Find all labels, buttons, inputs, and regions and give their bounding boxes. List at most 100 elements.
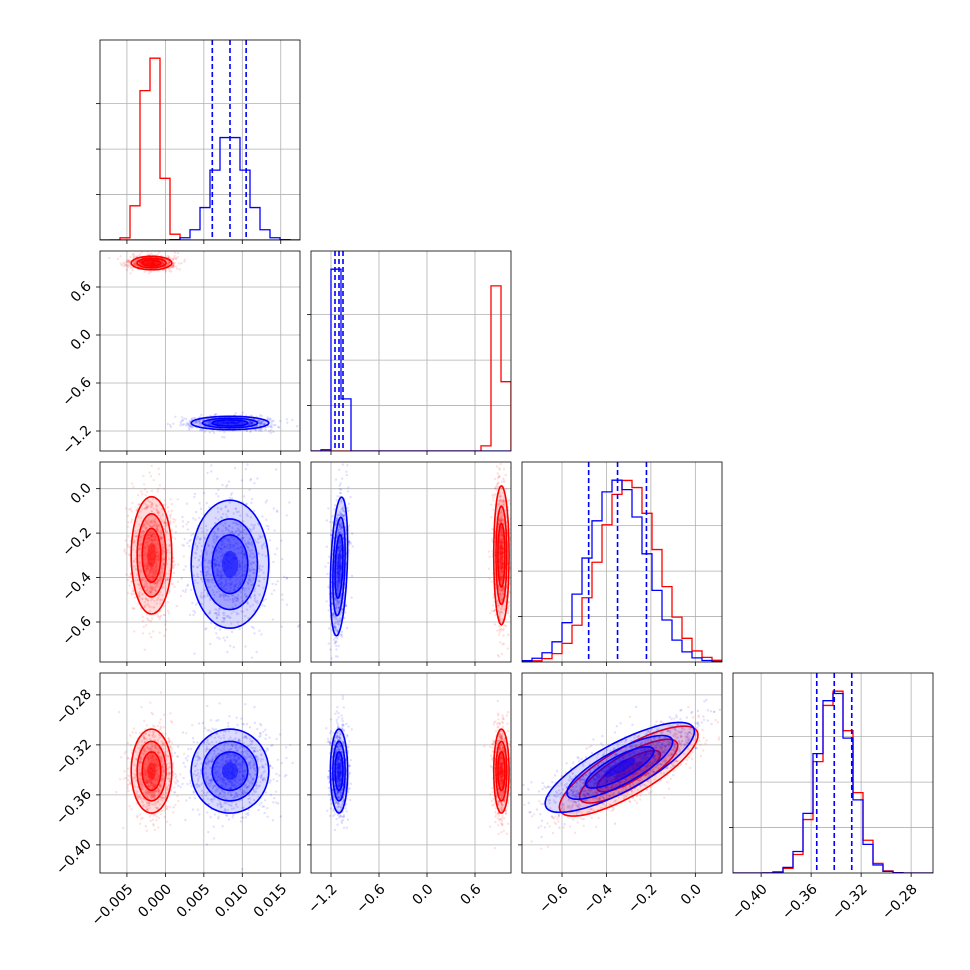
blue-sample-point	[271, 582, 274, 586]
red-sample-point	[150, 502, 154, 505]
blue-sample-point	[209, 559, 212, 562]
blue-sample-point	[185, 417, 188, 421]
blue-sample-point	[228, 547, 231, 550]
red-sample-point	[144, 527, 147, 530]
red-sample-point	[159, 538, 163, 541]
red-sample-point	[499, 529, 502, 532]
red-sample-point	[506, 609, 510, 612]
red-sample-point	[119, 262, 123, 265]
red-sample-point	[147, 603, 150, 606]
panel-frame	[732, 672, 934, 874]
blue-sample-point	[248, 561, 252, 564]
red-sample-point	[157, 524, 160, 527]
blue-sample-point	[247, 616, 250, 620]
red-sample-point	[169, 514, 172, 518]
red-sample-point	[498, 496, 501, 499]
red-sample-point	[495, 465, 499, 468]
blue-sample-point	[181, 589, 185, 592]
blue-sample-point	[241, 536, 244, 539]
red-sample-point	[156, 514, 160, 517]
blue-sample-point	[257, 566, 261, 569]
red-sample-point	[160, 536, 163, 539]
red-sample-point	[160, 566, 163, 569]
blue-sample-point	[200, 544, 203, 548]
blue-sample-point	[213, 521, 217, 525]
blue-sample-point	[210, 551, 214, 554]
red-sample-point	[154, 522, 157, 525]
blue-sample-point	[219, 421, 222, 424]
blue-sample-point	[242, 529, 246, 532]
blue-sample-point	[253, 596, 257, 600]
blue-sample-point	[228, 543, 231, 546]
blue-sample-point	[186, 583, 190, 586]
red-sample-point	[151, 521, 154, 524]
red-sample-point	[145, 522, 148, 525]
red-sample-point	[493, 623, 497, 626]
blue-sample-point	[245, 608, 249, 611]
red-sample-point	[123, 548, 126, 551]
red-sample-point	[153, 520, 157, 524]
blue-sample-point	[243, 552, 246, 555]
red-sample-point	[498, 610, 501, 613]
red-sample-point	[156, 505, 159, 508]
blue-sample-point	[181, 423, 184, 427]
blue-sample-point	[223, 584, 226, 587]
blue-sample-point	[250, 422, 254, 425]
red-sample-point	[156, 262, 159, 265]
red-sample-point	[128, 262, 131, 265]
red-sample-point	[172, 520, 175, 524]
blue-sample-point	[325, 600, 328, 603]
red-sample-point	[143, 524, 146, 527]
red-sample-point	[170, 529, 173, 532]
blue-histogram-2	[522, 479, 722, 662]
blue-sample-point	[261, 420, 265, 423]
blue-sample-point	[247, 559, 251, 562]
blue-sample-point	[190, 417, 193, 421]
blue-sample-point	[250, 421, 253, 424]
red-sample-point	[158, 578, 161, 581]
blue-sample-point	[264, 501, 267, 504]
blue-sample-point	[249, 430, 252, 434]
blue-sample-point	[192, 517, 195, 520]
blue-sample-point	[217, 495, 220, 498]
blue-sample-point	[260, 422, 263, 425]
blue-sample-point	[214, 608, 217, 611]
red-sample-point	[161, 260, 164, 263]
red-sample-point	[158, 610, 162, 613]
blue-sample-point	[217, 563, 221, 567]
red-sample-point	[138, 261, 142, 264]
blue-sample-point	[232, 544, 235, 547]
blue-sample-point	[221, 516, 224, 520]
red-sample-point	[127, 260, 130, 263]
blue-sample-point	[188, 425, 191, 428]
blue-sample-point	[200, 591, 203, 595]
blue-sample-point	[188, 422, 191, 425]
blue-sample-point	[218, 421, 222, 424]
blue-sample-point	[189, 538, 192, 542]
red-sample-point	[147, 537, 150, 540]
blue-sample-point	[258, 593, 261, 596]
blue-sample-point	[236, 597, 240, 600]
red-sample-point	[149, 475, 153, 478]
red-sample-point	[502, 627, 505, 630]
red-sample-point	[143, 553, 147, 556]
blue-sample-point	[190, 425, 193, 429]
blue-sample-point	[243, 566, 246, 569]
blue-sample-point	[232, 601, 235, 604]
blue-sample-point	[248, 537, 251, 541]
red-sample-point	[138, 569, 142, 572]
red-sample-point	[161, 594, 164, 597]
blue-sample-point	[243, 589, 246, 592]
blue-sample-point	[230, 497, 234, 500]
blue-sample-point	[195, 421, 198, 425]
blue-sample-point	[217, 422, 220, 425]
blue-sample-point	[217, 421, 220, 425]
blue-sample-point	[232, 538, 235, 541]
blue-sample-point	[201, 596, 205, 599]
blue-sample-point	[242, 421, 245, 425]
red-sample-point	[135, 573, 139, 576]
red-sample-point	[176, 267, 179, 270]
red-sample-point	[127, 260, 130, 264]
red-sample-point	[130, 510, 133, 513]
red-sample-point	[125, 573, 128, 576]
